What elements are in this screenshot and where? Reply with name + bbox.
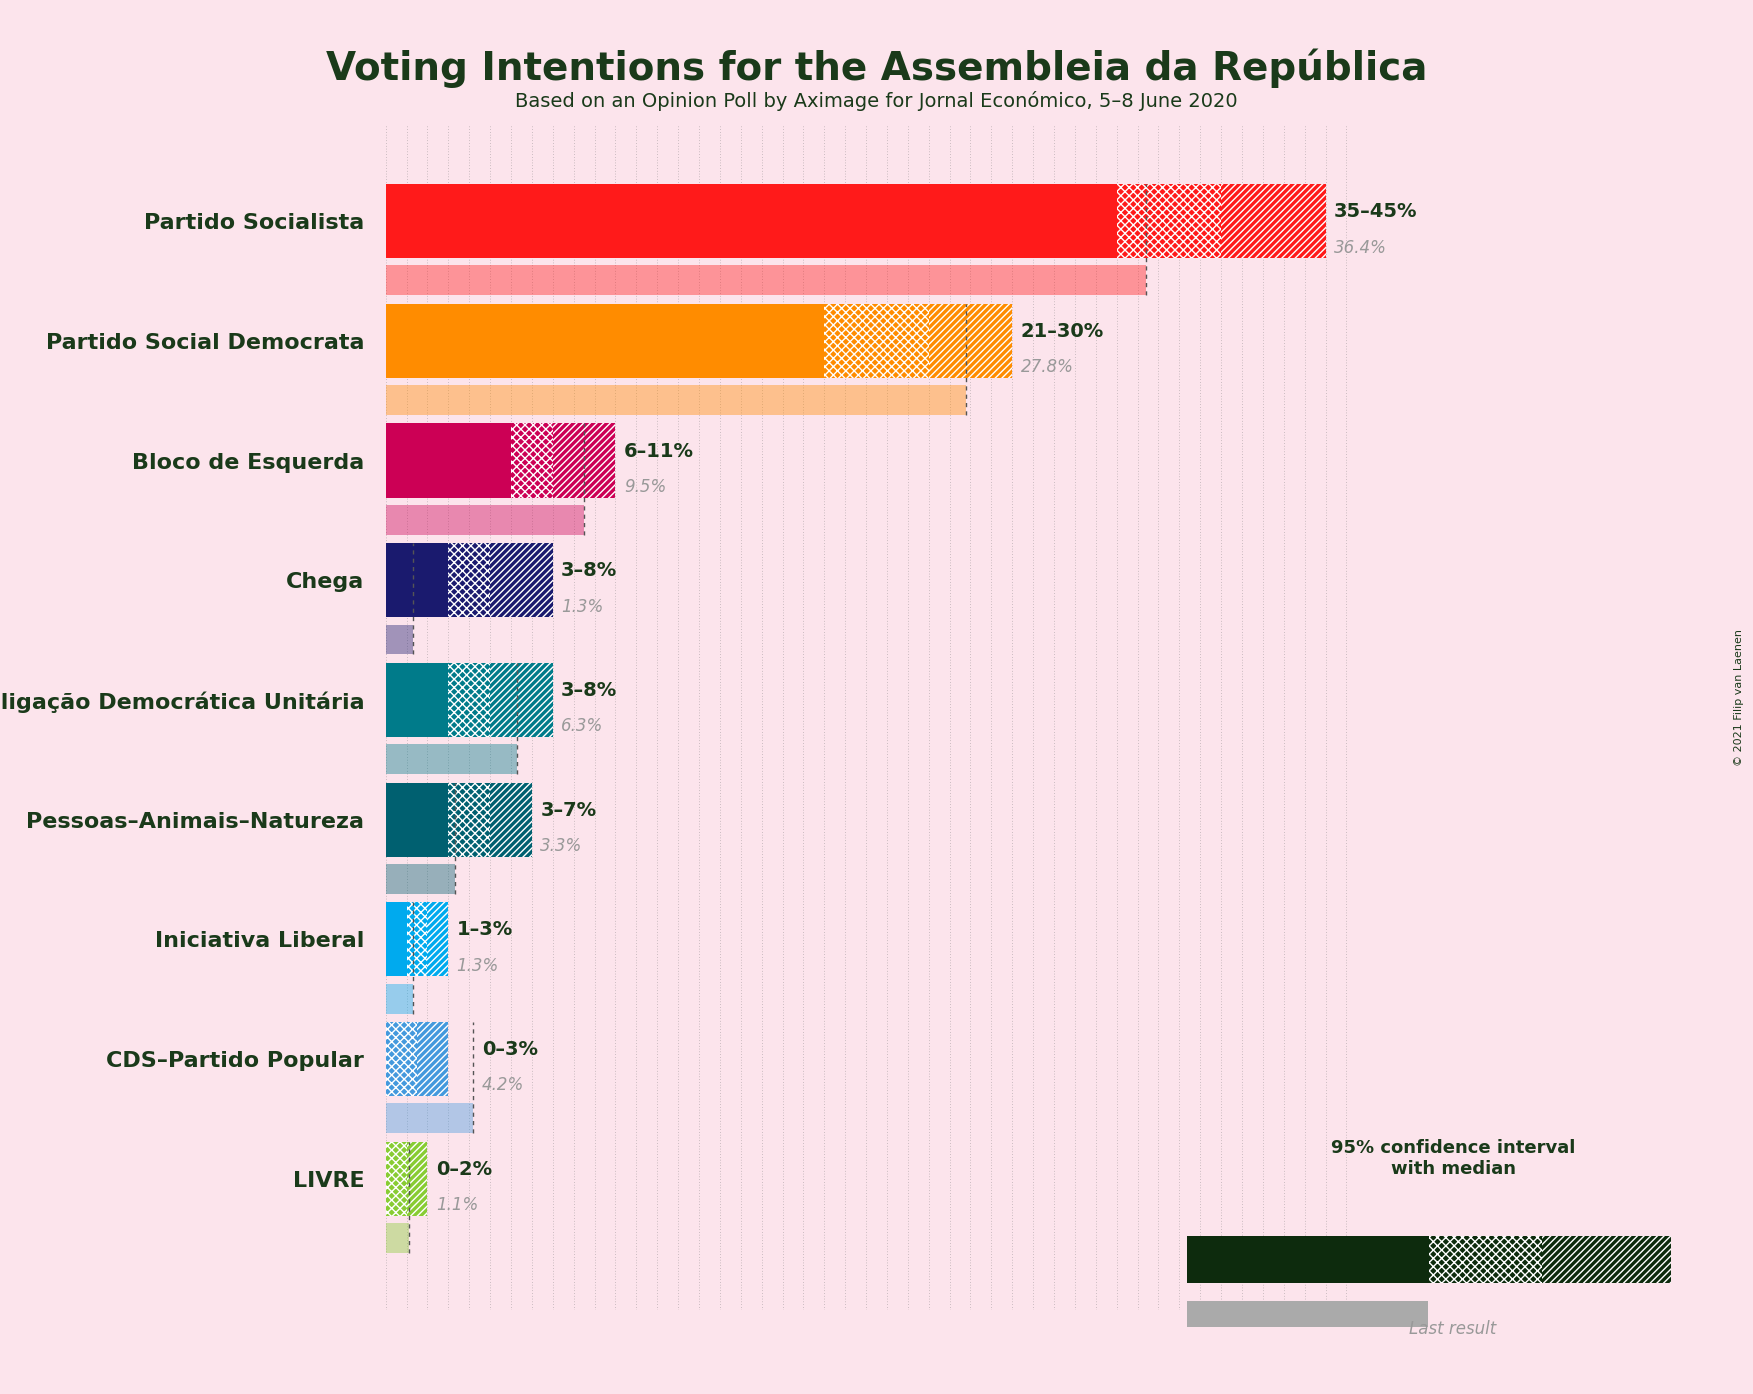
Text: Voting Intentions for the Assembleia da República: Voting Intentions for the Assembleia da …: [326, 49, 1427, 88]
Bar: [491, 544, 552, 618]
Bar: [929, 304, 1011, 378]
Bar: [386, 744, 517, 774]
Text: Last result: Last result: [1409, 1320, 1497, 1338]
Bar: [386, 385, 966, 415]
Text: 95% confidence interval
with median: 95% confidence interval with median: [1331, 1139, 1576, 1178]
Bar: [386, 902, 407, 976]
Bar: [552, 424, 615, 498]
Bar: [1222, 184, 1325, 258]
Text: 1–3%: 1–3%: [458, 920, 514, 940]
Text: 3–8%: 3–8%: [561, 562, 617, 580]
Text: 0–2%: 0–2%: [436, 1160, 493, 1179]
Bar: [386, 1142, 407, 1216]
Bar: [386, 1223, 408, 1253]
Bar: [386, 505, 584, 535]
Bar: [428, 902, 449, 976]
Bar: [1187, 1301, 1429, 1327]
Text: 21–30%: 21–30%: [1020, 322, 1104, 340]
Text: 6–11%: 6–11%: [624, 442, 694, 460]
Bar: [386, 625, 412, 654]
Text: 35–45%: 35–45%: [1334, 202, 1418, 222]
Text: 4.2%: 4.2%: [482, 1076, 524, 1094]
Bar: [491, 782, 531, 857]
Text: 1.3%: 1.3%: [561, 598, 603, 616]
Text: Based on an Opinion Poll by Aximage for Jornal Económico, 5–8 June 2020: Based on an Opinion Poll by Aximage for …: [515, 91, 1238, 110]
Bar: [491, 664, 552, 737]
Text: 3.3%: 3.3%: [540, 836, 582, 855]
Bar: [386, 424, 510, 498]
Text: 1.3%: 1.3%: [458, 956, 500, 974]
Bar: [1117, 184, 1222, 258]
Bar: [417, 1022, 449, 1096]
Bar: [407, 902, 428, 976]
Text: 36.4%: 36.4%: [1334, 238, 1387, 256]
Bar: [407, 1142, 428, 1216]
Bar: [386, 1103, 473, 1133]
Bar: [386, 664, 449, 737]
Bar: [1543, 1235, 1671, 1282]
Bar: [386, 265, 1146, 296]
Text: © 2021 Filip van Laenen: © 2021 Filip van Laenen: [1734, 629, 1744, 765]
Bar: [386, 304, 824, 378]
Bar: [510, 424, 552, 498]
Text: 27.8%: 27.8%: [1020, 358, 1073, 376]
Bar: [1187, 1235, 1429, 1282]
Text: 9.5%: 9.5%: [624, 478, 666, 496]
Bar: [1429, 1235, 1543, 1282]
Text: 3–8%: 3–8%: [561, 680, 617, 700]
Bar: [386, 1022, 417, 1096]
Text: 6.3%: 6.3%: [561, 718, 603, 735]
Text: 0–3%: 0–3%: [482, 1040, 538, 1059]
Text: 3–7%: 3–7%: [540, 800, 596, 820]
Bar: [824, 304, 929, 378]
Bar: [386, 984, 412, 1013]
Text: 1.1%: 1.1%: [436, 1196, 479, 1214]
Bar: [449, 544, 491, 618]
Bar: [449, 664, 491, 737]
Bar: [449, 782, 491, 857]
Bar: [386, 864, 454, 894]
Bar: [386, 184, 1117, 258]
Bar: [386, 782, 449, 857]
Bar: [386, 544, 449, 618]
